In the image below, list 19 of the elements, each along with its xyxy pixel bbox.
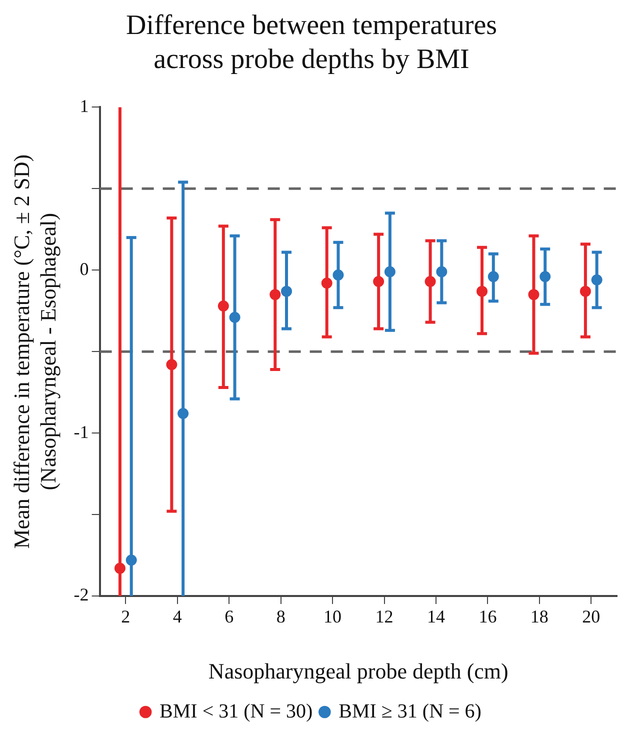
y-tick-label: 0 [80, 258, 89, 279]
x-tick-label: 10 [324, 606, 342, 627]
y-tick-label: -1 [74, 422, 89, 442]
legend-label: BMI ≥ 31 (N = 6) [338, 700, 482, 722]
y-tick-label: -2 [74, 584, 89, 605]
x-tick-label: 16 [478, 606, 497, 627]
y-axis-title: Mean difference in temperature (°C, ± 2 SD) (Nasopharyngeal - Esophageal) [8, 154, 60, 549]
x-tick-label: 20 [582, 606, 600, 627]
x-tick-label: 12 [375, 606, 394, 627]
y-tick-label: 1 [80, 96, 89, 116]
x-tick-label: 14 [426, 606, 445, 627]
legend-label: BMI < 31 (N = 30) [160, 700, 313, 722]
x-axis-title: Nasopharyngeal probe depth (cm) [208, 658, 508, 684]
x-tick-label: 8 [276, 606, 286, 627]
x-tick-label: 4 [172, 606, 182, 627]
chart-title: Difference between temperatures across probe depths by BMI [126, 10, 498, 75]
x-tick-label: 18 [530, 606, 548, 627]
x-tick-label: 2 [121, 606, 130, 627]
x-tick-label: 6 [224, 606, 234, 627]
